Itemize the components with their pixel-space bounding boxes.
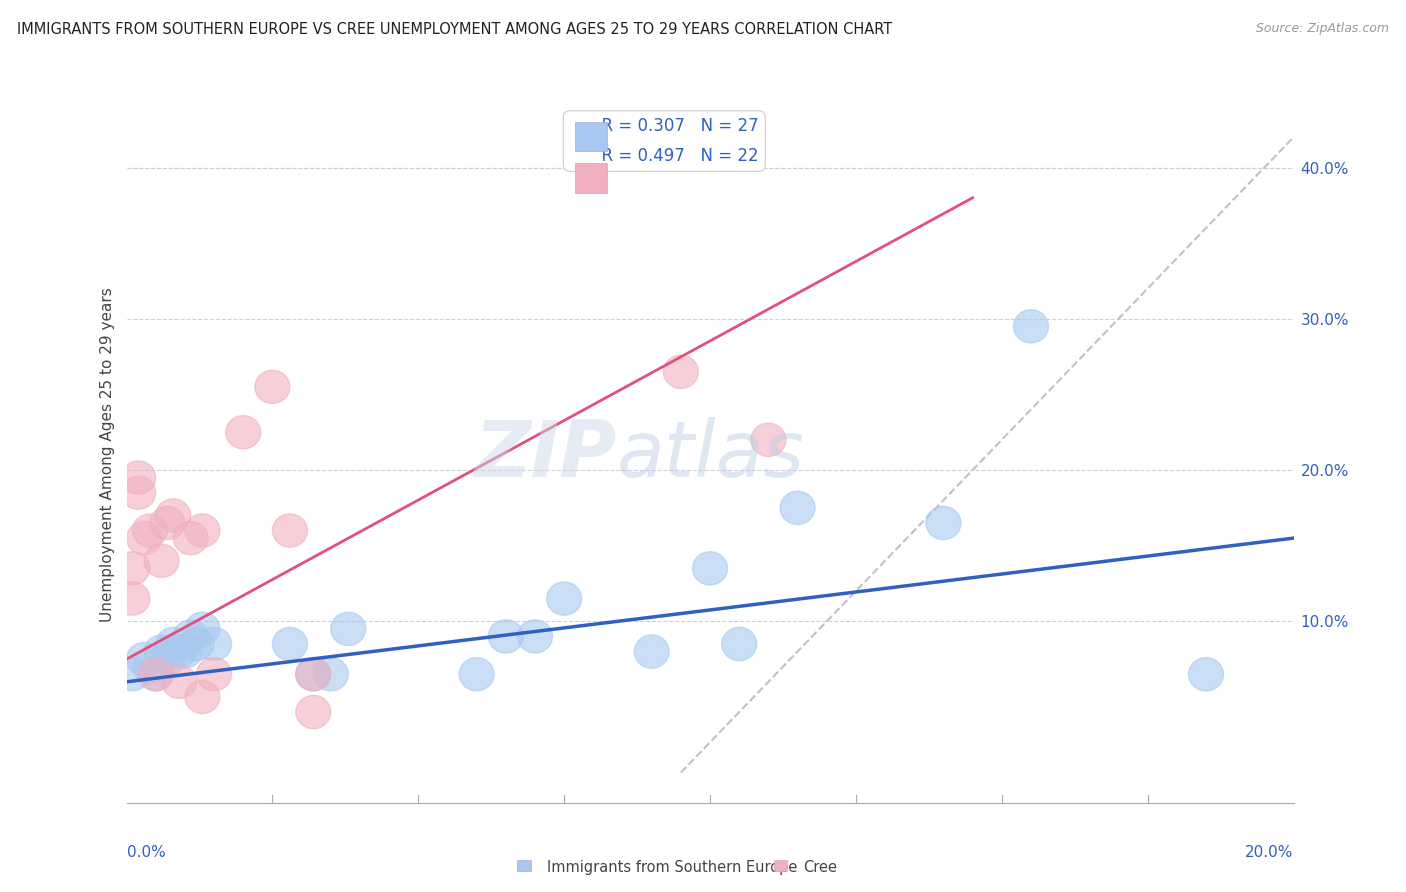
- Ellipse shape: [295, 657, 330, 691]
- Ellipse shape: [150, 507, 186, 540]
- FancyBboxPatch shape: [575, 163, 607, 193]
- Text: 20.0%: 20.0%: [1246, 845, 1294, 860]
- Text: Cree: Cree: [803, 860, 838, 875]
- Ellipse shape: [150, 642, 186, 676]
- Ellipse shape: [780, 491, 815, 524]
- Ellipse shape: [179, 627, 214, 661]
- Ellipse shape: [162, 665, 197, 698]
- Ellipse shape: [143, 635, 179, 668]
- Ellipse shape: [295, 657, 330, 691]
- Ellipse shape: [721, 627, 756, 661]
- Y-axis label: Unemployment Among Ages 25 to 29 years: Unemployment Among Ages 25 to 29 years: [100, 287, 115, 623]
- Text: atlas: atlas: [617, 417, 804, 493]
- Ellipse shape: [184, 514, 219, 547]
- Ellipse shape: [547, 582, 582, 615]
- Text: IMMIGRANTS FROM SOUTHERN EUROPE VS CREE UNEMPLOYMENT AMONG AGES 25 TO 29 YEARS C: IMMIGRANTS FROM SOUTHERN EUROPE VS CREE …: [17, 22, 893, 37]
- Text: R = 0.307   N = 27
      R = 0.497   N = 22: R = 0.307 N = 27 R = 0.497 N = 22: [569, 118, 759, 165]
- Ellipse shape: [1188, 657, 1223, 691]
- Ellipse shape: [156, 499, 191, 532]
- FancyBboxPatch shape: [575, 121, 607, 151]
- Ellipse shape: [127, 642, 162, 676]
- Text: 0.0%: 0.0%: [127, 845, 166, 860]
- Ellipse shape: [664, 355, 699, 388]
- Ellipse shape: [295, 696, 330, 729]
- Ellipse shape: [197, 657, 232, 691]
- Ellipse shape: [314, 657, 349, 691]
- Ellipse shape: [460, 657, 494, 691]
- Ellipse shape: [121, 476, 156, 509]
- Ellipse shape: [488, 620, 523, 653]
- Ellipse shape: [132, 650, 167, 683]
- Ellipse shape: [184, 681, 219, 714]
- Ellipse shape: [138, 657, 173, 691]
- Ellipse shape: [273, 514, 308, 547]
- FancyBboxPatch shape: [517, 860, 530, 871]
- Ellipse shape: [184, 612, 219, 646]
- Ellipse shape: [115, 657, 150, 691]
- Ellipse shape: [330, 612, 366, 646]
- Ellipse shape: [273, 627, 308, 661]
- Ellipse shape: [127, 522, 162, 555]
- Ellipse shape: [115, 552, 150, 585]
- Ellipse shape: [693, 552, 727, 585]
- Ellipse shape: [927, 507, 960, 540]
- Text: Immigrants from Southern Europe: Immigrants from Southern Europe: [547, 860, 797, 875]
- Ellipse shape: [1014, 310, 1049, 343]
- Ellipse shape: [173, 522, 208, 555]
- Ellipse shape: [115, 582, 150, 615]
- Ellipse shape: [751, 423, 786, 457]
- Ellipse shape: [162, 635, 197, 668]
- Ellipse shape: [132, 514, 167, 547]
- Ellipse shape: [156, 627, 191, 661]
- Ellipse shape: [517, 620, 553, 653]
- Ellipse shape: [143, 544, 179, 577]
- Ellipse shape: [254, 370, 290, 403]
- Ellipse shape: [226, 416, 260, 449]
- Ellipse shape: [138, 657, 173, 691]
- FancyBboxPatch shape: [775, 860, 787, 871]
- Text: Source: ZipAtlas.com: Source: ZipAtlas.com: [1256, 22, 1389, 36]
- Text: ZIP: ZIP: [474, 417, 617, 493]
- Ellipse shape: [173, 620, 208, 653]
- Ellipse shape: [121, 461, 156, 494]
- Ellipse shape: [197, 627, 232, 661]
- Ellipse shape: [634, 635, 669, 668]
- Ellipse shape: [167, 635, 202, 668]
